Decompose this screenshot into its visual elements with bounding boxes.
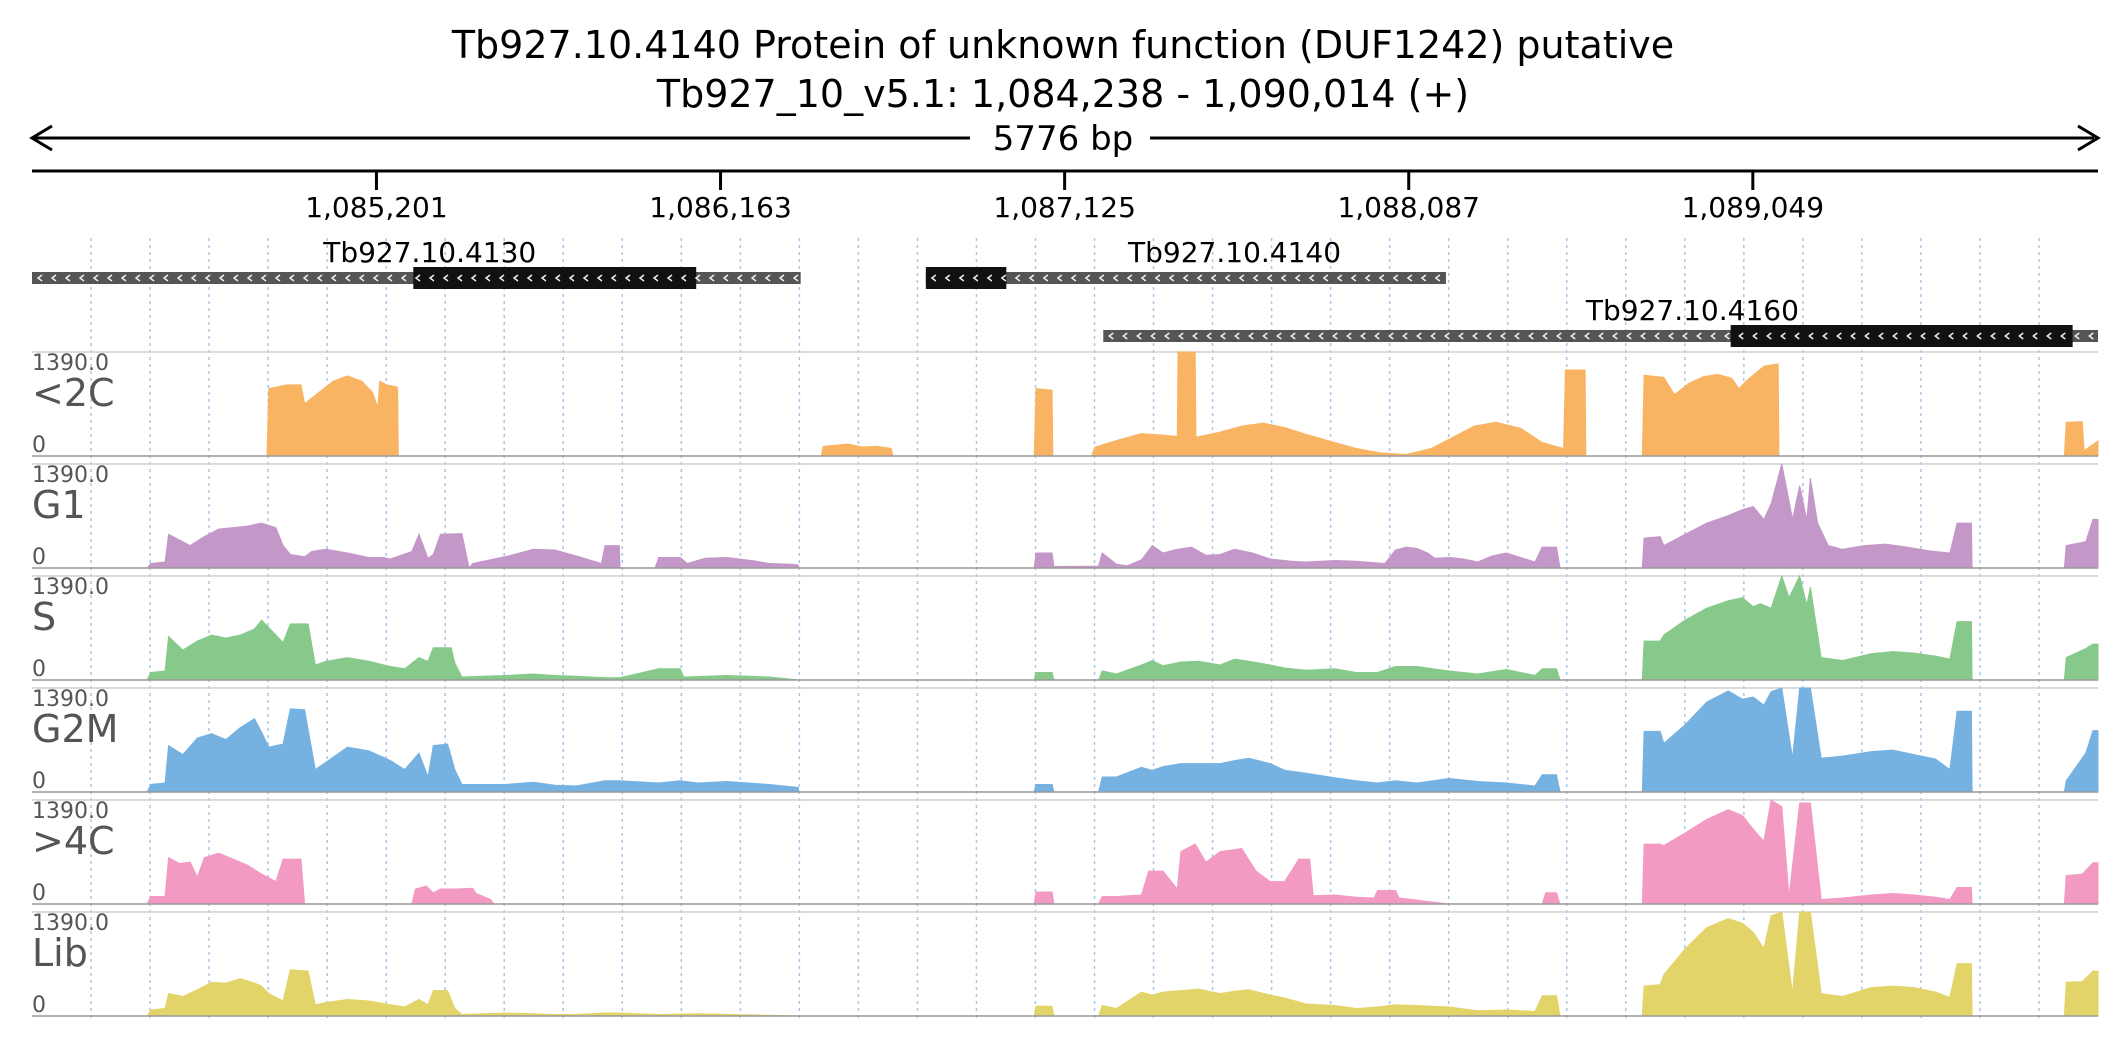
track-2: 1390.0 0 G1 <box>32 463 2099 570</box>
coverage-area <box>32 799 2099 905</box>
track-ymin-label: 0 <box>32 545 46 570</box>
track-ymin-label: 0 <box>32 881 46 906</box>
track-1: 1390.0 0 <2C <box>32 351 2099 458</box>
gene-Tb927.10.4130[interactable]: Tb927.10.4130 <box>32 236 801 289</box>
track-ymax-label: 1390.0 <box>32 799 109 824</box>
span-length-label: 5776 bp <box>993 119 1134 159</box>
track-ymax-label: 1390.0 <box>32 463 109 488</box>
track-4: 1390.0 0 G2M <box>32 687 2099 794</box>
track-ymax-label: 1390.0 <box>32 575 109 600</box>
coverage-area <box>32 351 2099 457</box>
locus-label: Tb927_10_v5.1: 1,084,238 - 1,090,014 (+) <box>656 72 1469 116</box>
coverage-tracks: 1390.00<2C1390.00G11390.00S1390.00G2M139… <box>32 351 2099 1018</box>
track-6: 1390.0 0 Lib <box>32 911 2099 1018</box>
coverage-area <box>32 911 2099 1017</box>
coverage-area <box>32 463 2099 570</box>
gene-Tb927.10.4140[interactable]: Tb927.10.4140 <box>925 236 1446 289</box>
track-name: G2M <box>32 707 118 751</box>
strand-chevrons <box>1108 332 2094 340</box>
track-ymin-label: 0 <box>32 993 46 1018</box>
gene-Tb927.10.4160[interactable]: Tb927.10.4160 <box>1103 294 2098 347</box>
coverage-area <box>32 687 2099 793</box>
track-5: 1390.0 0 >4C <box>32 799 2099 906</box>
track-ymin-label: 0 <box>32 657 46 682</box>
gene-label: Tb927.10.4140 <box>1127 236 1341 269</box>
strand-chevrons <box>36 274 799 282</box>
track-ymax-label: 1390.0 <box>32 687 109 712</box>
track-ymin-label: 0 <box>32 433 46 458</box>
track-name: Lib <box>32 931 88 975</box>
ruler-tick-label: 1,089,049 <box>1682 191 1825 224</box>
gene-cds <box>925 267 1007 289</box>
gene-title: Tb927.10.4140 Protein of unknown functio… <box>451 23 1674 67</box>
track-name: S <box>32 595 56 639</box>
gene-cds <box>1730 325 2073 347</box>
track-3: 1390.0 0 S <box>32 574 2099 682</box>
gene-track: Tb927.10.4130 Tb927.10.4140 Tb927.10.4160 <box>32 236 2098 347</box>
track-name: <2C <box>32 371 115 415</box>
ruler-tick-label: 1,088,087 <box>1337 191 1480 224</box>
track-ymin-label: 0 <box>32 769 46 794</box>
gene-label: Tb927.10.4160 <box>1585 294 1799 327</box>
ruler-tick-label: 1,085,201 <box>305 191 448 224</box>
track-name: G1 <box>32 483 86 527</box>
gene-label: Tb927.10.4130 <box>322 236 536 269</box>
ruler-ticks: 1,085,201 1,086,163 1,087,125 1,088,087 1,08… <box>305 171 1824 224</box>
coverage-area <box>32 574 2099 681</box>
span-arrow: 5776 bp <box>29 119 2101 159</box>
gene-body <box>925 272 1446 284</box>
track-name: >4C <box>32 819 115 863</box>
track-ymax-label: 1390.0 <box>32 911 109 936</box>
ruler-tick-label: 1,086,163 <box>649 191 792 224</box>
track-ymax-label: 1390.0 <box>32 351 109 376</box>
ruler-tick-label: 1,087,125 <box>993 191 1136 224</box>
strand-chevrons <box>930 274 1441 282</box>
